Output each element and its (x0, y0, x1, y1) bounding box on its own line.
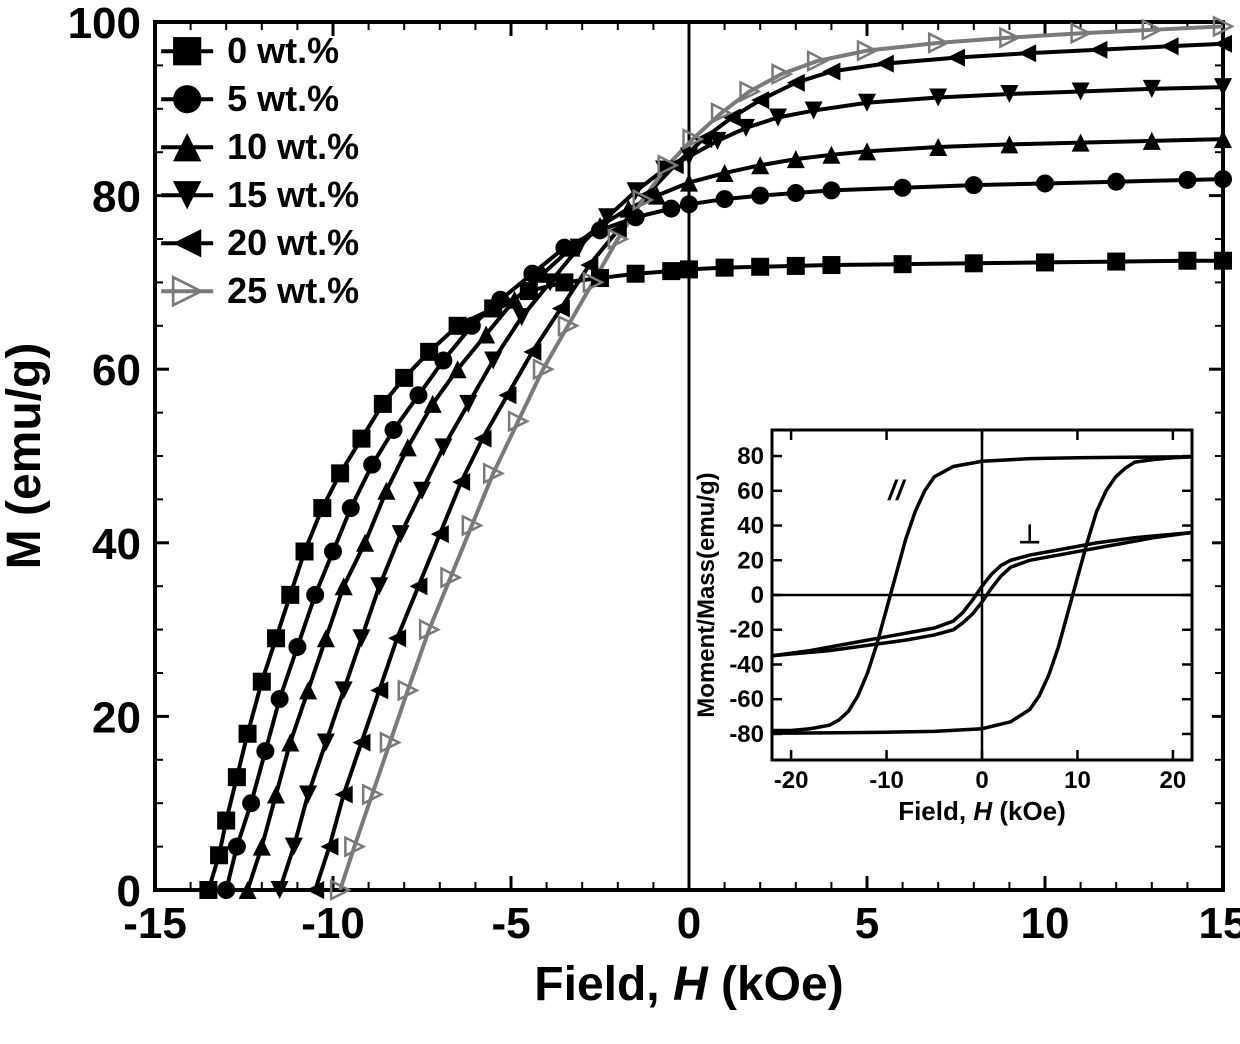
svg-text:60: 60 (737, 478, 764, 505)
svg-text:0: 0 (117, 867, 141, 916)
svg-text:10: 10 (1064, 767, 1091, 794)
svg-text:M (emu/g): M (emu/g) (0, 343, 51, 570)
svg-text:25 wt.%: 25 wt.% (227, 270, 359, 311)
svg-text:100: 100 (68, 0, 141, 48)
svg-text:Field, H (kOe): Field, H (kOe) (898, 796, 1066, 826)
svg-text:10: 10 (1021, 899, 1070, 948)
main-chart-svg: -15-10-5051015020406080100Field, H (kOe)… (0, 0, 1240, 1044)
svg-text:0: 0 (751, 582, 764, 609)
svg-text:⊥: ⊥ (1018, 519, 1041, 549)
svg-text:0: 0 (677, 899, 701, 948)
svg-text:-20: -20 (729, 617, 764, 644)
svg-text:0: 0 (975, 767, 988, 794)
svg-text:60: 60 (92, 346, 141, 395)
svg-text:20: 20 (737, 547, 764, 574)
svg-text:10 wt.%: 10 wt.% (227, 126, 359, 167)
svg-text:5 wt.%: 5 wt.% (227, 78, 339, 119)
svg-text:20: 20 (92, 693, 141, 742)
svg-text:40: 40 (737, 513, 764, 540)
svg-text:80: 80 (92, 173, 141, 222)
svg-text:0 wt.%: 0 wt.% (227, 30, 339, 71)
svg-text:-40: -40 (729, 651, 764, 678)
svg-text:-60: -60 (729, 686, 764, 713)
svg-text:20 wt.%: 20 wt.% (227, 222, 359, 263)
svg-text:Moment/Mass(emu/g): Moment/Mass(emu/g) (693, 472, 720, 717)
svg-text:-80: -80 (729, 721, 764, 748)
chart-container: -15-10-5051015020406080100Field, H (kOe)… (0, 0, 1240, 1044)
svg-text:80: 80 (737, 443, 764, 470)
svg-text:40: 40 (92, 520, 141, 569)
svg-text:-5: -5 (491, 899, 530, 948)
svg-text:-10: -10 (301, 899, 365, 948)
svg-text:Field, H (kOe): Field, H (kOe) (534, 958, 843, 1011)
svg-text:20: 20 (1160, 767, 1187, 794)
svg-text:5: 5 (855, 899, 879, 948)
svg-text:15: 15 (1199, 899, 1240, 948)
svg-text:-20: -20 (774, 767, 809, 794)
svg-text:-10: -10 (869, 767, 904, 794)
svg-text:15 wt.%: 15 wt.% (227, 174, 359, 215)
